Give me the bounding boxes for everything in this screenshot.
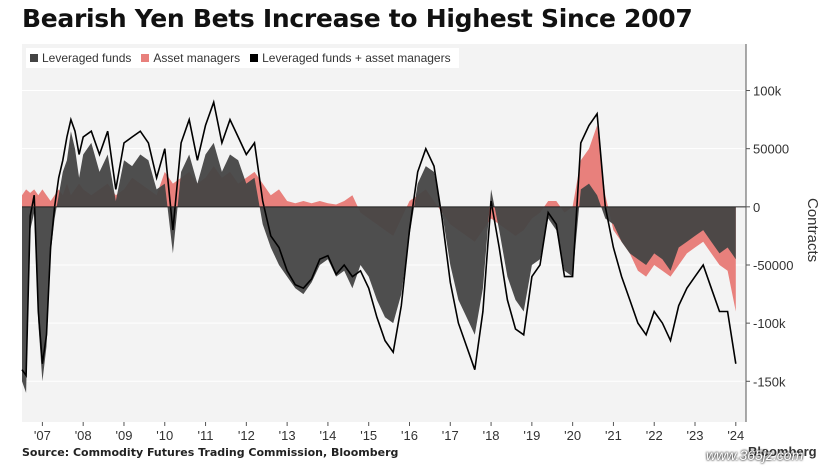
y-tick-label-1: 50000: [753, 142, 789, 157]
legend-swatch-asset-managers: [141, 54, 150, 62]
line-combined: [21, 99, 737, 378]
x-tick-label-2: '09: [115, 428, 132, 443]
x-tick-label-16: '23: [687, 428, 704, 443]
x-tick-label-0: '07: [34, 428, 51, 443]
x-tick-label-10: '17: [442, 428, 459, 443]
legend-label-leveraged-funds: Leveraged funds: [42, 51, 132, 65]
x-tick-label-13: '20: [564, 428, 581, 443]
y-tick-label-2: 0: [753, 200, 760, 215]
legend-item-leveraged-funds: Leveraged funds: [30, 51, 131, 65]
x-tick-label-11: '18: [483, 428, 500, 443]
x-tick-label-1: '08: [75, 428, 92, 443]
x-tick-label-14: '21: [605, 428, 622, 443]
legend-swatch-leveraged-funds: [30, 54, 38, 62]
bloomberg-watermark: Bloomberg: [748, 444, 817, 459]
x-tick-label-15: '22: [646, 428, 663, 443]
x-tick-label-5: '12: [238, 428, 255, 443]
area-leveraged-funds: [22, 131, 736, 393]
x-tick-label-4: '11: [198, 428, 214, 443]
x-tick-label-9: '16: [401, 428, 418, 443]
legend-label-combined: Leveraged funds + asset managers: [262, 51, 451, 65]
legend-item-combined: Leveraged funds + asset managers: [250, 51, 451, 65]
legend-swatch-combined: [250, 54, 259, 62]
legend-item-asset-managers: Asset managers: [141, 51, 240, 65]
x-tick-label-8: '15: [360, 428, 377, 443]
x-tick-label-6: '13: [279, 428, 296, 443]
site-watermark: www.365jz.com: [706, 447, 804, 463]
x-tick-label-3: '10: [156, 428, 173, 443]
y-axis-title: Contracts: [804, 198, 821, 262]
x-tick-label-17: '24: [727, 428, 744, 443]
y-tick-label-5: -150k: [753, 374, 786, 389]
y-tick-label-3: -50000: [753, 258, 793, 273]
x-tick-label-12: '19: [523, 428, 540, 443]
y-tick-label-0: 100k: [753, 84, 782, 99]
x-tick-label-7: '14: [319, 428, 336, 443]
legend: Leveraged funds Asset managers Leveraged…: [26, 48, 459, 68]
legend-label-asset-managers: Asset managers: [153, 51, 241, 65]
chart-title: Bearish Yen Bets Increase to Highest Sin…: [22, 4, 693, 33]
source-note: Source: Commodity Futures Trading Commis…: [22, 446, 399, 459]
y-tick-label-4: -100k: [753, 316, 786, 331]
